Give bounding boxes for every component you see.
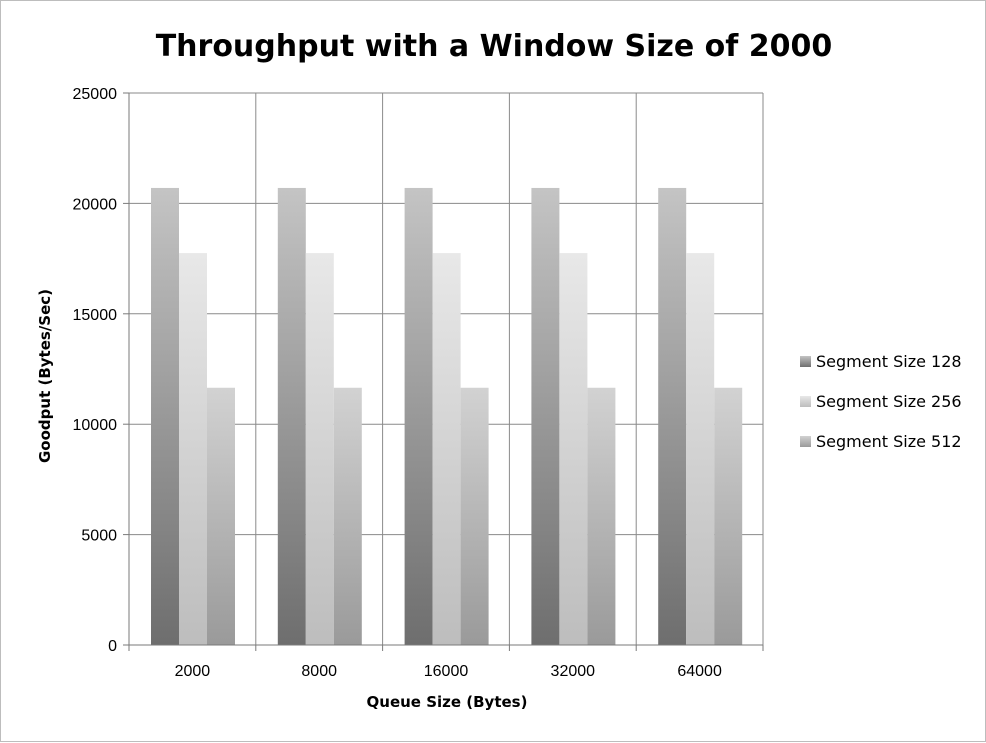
bar-segment-256-8000 xyxy=(305,253,334,645)
bar-segment-256-2000 xyxy=(179,253,207,645)
axis-layer xyxy=(123,92,764,651)
legend-label: Segment Size 128 xyxy=(816,352,962,371)
y-axis-title: Goodput (Bytes/Sec) xyxy=(36,289,54,463)
bar-segment-512-32000 xyxy=(587,387,616,645)
bar-segment-128-16000 xyxy=(404,187,433,645)
x-tick-label: 32000 xyxy=(551,663,596,680)
bar-segment-128-32000 xyxy=(531,187,560,645)
x-axis-title: Queue Size (Bytes) xyxy=(367,693,528,711)
bar-segment-512-16000 xyxy=(460,387,489,645)
bar-segment-128-8000 xyxy=(277,187,306,645)
y-tick-label: 0 xyxy=(108,638,117,655)
legend-swatch xyxy=(800,356,811,367)
bar-segment-256-64000 xyxy=(686,253,715,645)
y-tick-label: 25000 xyxy=(73,86,118,103)
x-tick-label: 2000 xyxy=(175,663,211,680)
x-tick-label: 64000 xyxy=(677,663,722,680)
y-tick-label: 10000 xyxy=(73,417,118,434)
bar-segment-512-64000 xyxy=(714,387,743,645)
labels-layer: 0 5000 10000 15000 20000 25000 2000 8000 16000 32… xyxy=(73,86,722,680)
legend: Segment Size 128 Segment Size 256 Segment … xyxy=(800,352,962,451)
chart-title: Throughput with a Window Size of 2000 xyxy=(156,29,833,64)
bar-segment-128-64000 xyxy=(658,187,687,645)
legend-swatch xyxy=(800,436,811,447)
y-tick-label: 15000 xyxy=(73,307,118,324)
y-tick-label: 20000 xyxy=(73,196,118,213)
bars-layer xyxy=(151,187,743,645)
legend-label: Segment Size 256 xyxy=(816,392,962,411)
bar-segment-256-32000 xyxy=(559,253,588,645)
bar-segment-512-2000 xyxy=(207,387,235,645)
legend-label: Segment Size 512 xyxy=(816,432,962,451)
bar-segment-512-8000 xyxy=(333,387,362,645)
bar-segment-256-16000 xyxy=(432,253,461,645)
x-tick-label: 16000 xyxy=(424,663,469,680)
x-tick-label: 8000 xyxy=(301,663,337,680)
legend-swatch xyxy=(800,396,811,407)
y-tick-label: 5000 xyxy=(81,528,117,545)
bar-segment-128-2000 xyxy=(151,187,179,645)
